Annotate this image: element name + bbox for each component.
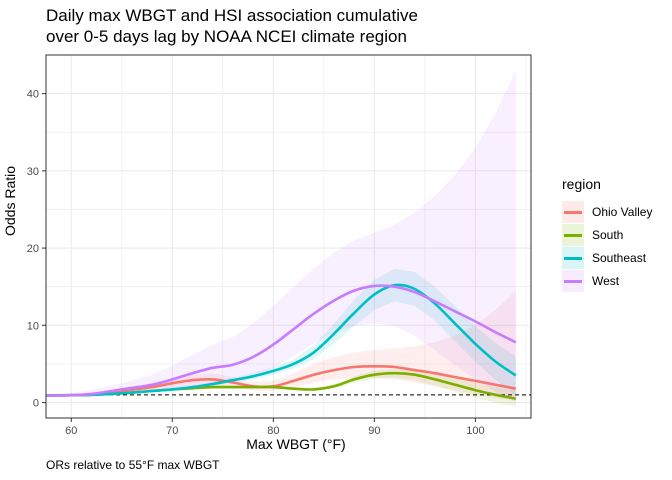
x-axis-label: Max WBGT (°F) bbox=[246, 436, 346, 452]
legend-key bbox=[562, 200, 584, 223]
x-tick-label: 90 bbox=[368, 425, 380, 437]
y-axis-label: Odds Ratio bbox=[2, 165, 18, 236]
legend-label: South bbox=[592, 227, 624, 242]
legend-item-south: South bbox=[562, 223, 652, 246]
x-tick-label: 60 bbox=[65, 425, 77, 437]
y-tick-label: 0 bbox=[33, 398, 39, 410]
y-tick-label: 20 bbox=[27, 243, 39, 255]
x-tick-label: 80 bbox=[267, 425, 279, 437]
y-tick-label: 10 bbox=[27, 320, 39, 332]
legend-label: West bbox=[592, 273, 620, 288]
legend: region Ohio Valley South Southeast West bbox=[562, 176, 652, 292]
chart-caption: ORs relative to 55°F max WBGT bbox=[46, 458, 220, 472]
y-tick-label: 30 bbox=[27, 166, 39, 178]
panel-border bbox=[45, 54, 532, 419]
legend-item-west: West bbox=[562, 269, 652, 292]
ribbon-southeast bbox=[46, 268, 516, 397]
chart-title-line-1: Daily max WBGT and HSI association cumul… bbox=[46, 6, 418, 25]
legend-items: Ohio Valley South Southeast West bbox=[562, 200, 652, 292]
x-tick-label: 70 bbox=[166, 425, 178, 437]
y-tick-label: 40 bbox=[27, 89, 39, 101]
x-tick-label: 100 bbox=[466, 425, 484, 437]
legend-title: region bbox=[562, 176, 601, 192]
legend-item-southeast: Southeast bbox=[562, 246, 652, 269]
legend-key bbox=[562, 223, 584, 246]
legend-label: Ohio Valley bbox=[592, 204, 653, 219]
legend-key bbox=[562, 246, 584, 269]
chart-title-line-2: over 0-5 days lag by NOAA NCEI climate r… bbox=[46, 27, 407, 46]
legend-item-ohio-valley: Ohio Valley bbox=[562, 200, 652, 223]
legend-label: Southeast bbox=[592, 250, 647, 265]
series-line-southeast bbox=[45, 283, 517, 397]
legend-key bbox=[562, 269, 584, 292]
series-line-west bbox=[45, 284, 517, 397]
series-line-ohio-valley bbox=[45, 365, 517, 397]
ribbon-west bbox=[46, 70, 516, 403]
